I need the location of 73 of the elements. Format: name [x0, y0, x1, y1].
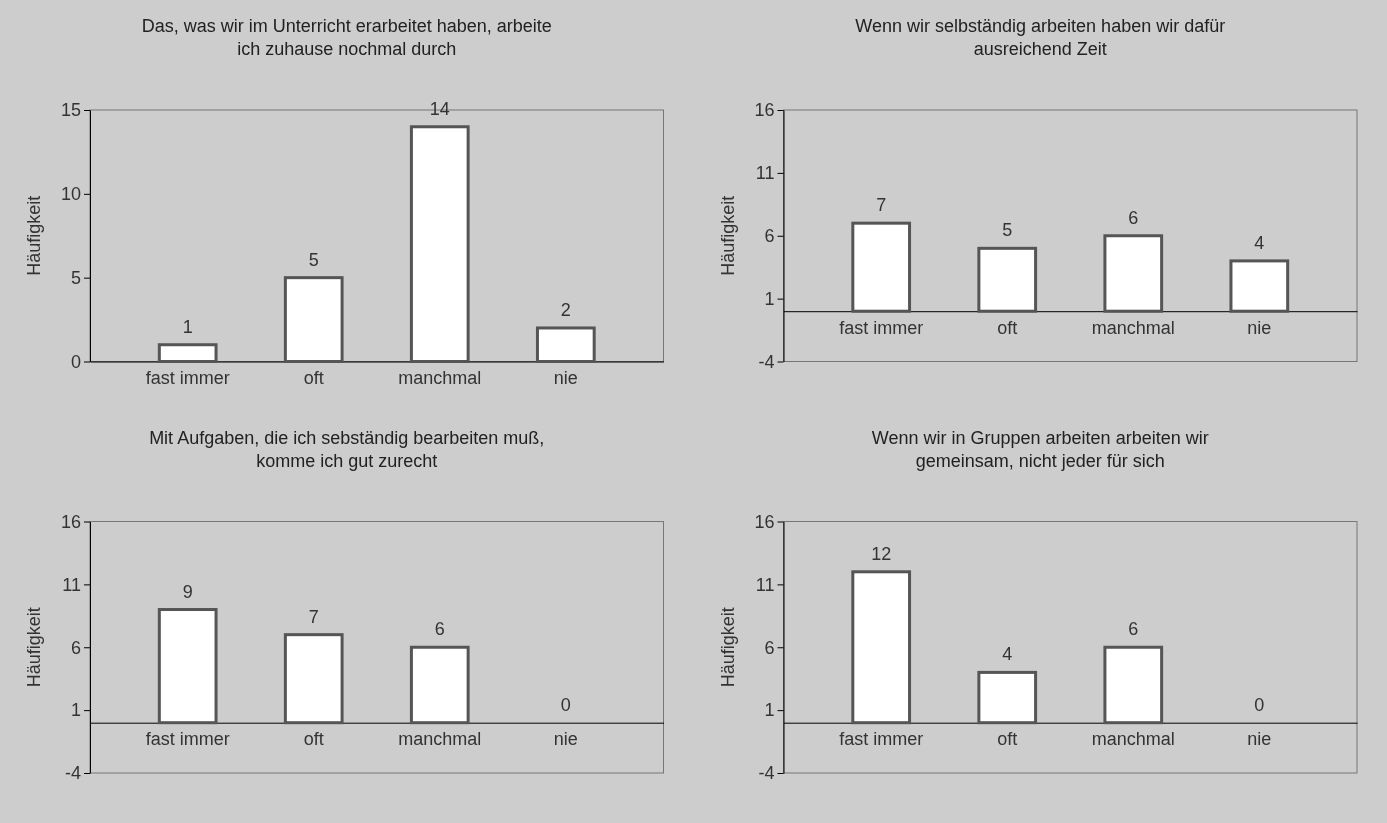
- x-tick-label: fast immer: [839, 318, 924, 338]
- y-tick-label: 1: [764, 700, 775, 721]
- y-tick-label: 5: [70, 267, 81, 288]
- y-tick-label: 1: [764, 288, 775, 309]
- y-tick-label: 11: [62, 574, 81, 595]
- data-label: 5: [1002, 220, 1013, 241]
- y-tick-label: 10: [60, 184, 81, 205]
- bar: [977, 670, 1038, 725]
- y-axis-title: Häufigkeit: [717, 195, 738, 276]
- data-label: 7: [876, 195, 887, 216]
- y-tick-label: -4: [758, 351, 775, 372]
- y-tick-label: 16: [60, 511, 81, 532]
- bar: [409, 125, 470, 363]
- bar: [1229, 259, 1290, 313]
- bar: [1103, 645, 1164, 725]
- y-tick-label: 6: [764, 226, 775, 247]
- chart-title: Wenn wir in Gruppen arbeiten arbeiten wir gemeinsam, nicht jeder für sich: [871, 427, 1209, 471]
- chart-title: Wenn wir selbständig arbeiten haben wir dafür ausreichend Zeit: [855, 16, 1226, 60]
- x-tick-label: nie: [553, 729, 578, 750]
- data-label: 4: [1002, 644, 1013, 665]
- data-label: 0: [1254, 694, 1265, 715]
- bar: [1103, 234, 1164, 313]
- bar: [851, 221, 912, 313]
- x-tick-label: nie: [1247, 729, 1272, 750]
- x-tick-label: nie: [1247, 318, 1272, 338]
- y-axis-title: Häufigkeit: [717, 607, 738, 688]
- y-tick-label: -4: [758, 763, 775, 784]
- bar: [409, 645, 470, 725]
- data-label: 2: [560, 299, 571, 320]
- y-tick-label: 0: [70, 351, 81, 372]
- bar: [283, 633, 344, 725]
- x-tick-label: oft: [997, 318, 1018, 338]
- y-axis-title: Häufigkeit: [24, 607, 44, 688]
- bar: [977, 246, 1038, 313]
- chart-title: Das, was wir im Unterricht erarbeitet haben, arbeite ich zuhause nochmal durch: [141, 16, 552, 60]
- bar: [535, 326, 596, 363]
- y-tick-label: 11: [755, 574, 775, 595]
- data-label: 1: [182, 316, 193, 337]
- y-axis-title: Häufigkeit: [24, 195, 44, 276]
- x-tick-label: fast immer: [145, 729, 230, 750]
- x-tick-label: oft: [997, 729, 1018, 750]
- y-tick-label: 15: [60, 100, 81, 121]
- y-tick-label: 11: [755, 163, 775, 184]
- bar: [283, 276, 344, 363]
- y-tick-label: 16: [754, 511, 775, 532]
- data-label: 9: [182, 581, 193, 602]
- data-label: 4: [1254, 232, 1265, 253]
- x-tick-label: manchmal: [1091, 318, 1175, 338]
- data-label: 12: [871, 543, 892, 564]
- x-tick-label: oft: [303, 729, 324, 750]
- x-tick-label: manchmal: [398, 729, 482, 750]
- data-label: 14: [429, 98, 450, 119]
- data-label: 5: [308, 249, 319, 270]
- x-tick-label: fast immer: [145, 368, 230, 389]
- y-tick-label: -4: [64, 763, 81, 784]
- x-tick-label: manchmal: [398, 368, 482, 389]
- bar: [157, 608, 218, 725]
- data-label: 6: [1128, 619, 1139, 640]
- data-label: 6: [1128, 207, 1139, 228]
- y-tick-label: 16: [754, 100, 775, 121]
- x-tick-label: fast immer: [839, 729, 924, 750]
- data-label: 0: [560, 694, 571, 715]
- y-tick-label: 6: [70, 637, 81, 658]
- data-label: 6: [434, 619, 445, 640]
- x-tick-label: nie: [553, 368, 578, 389]
- bar: [851, 570, 912, 725]
- x-tick-label: oft: [303, 368, 324, 389]
- bar: [157, 343, 218, 363]
- x-tick-label: manchmal: [1091, 729, 1175, 750]
- chart-title: Mit Aufgaben, die ich sebständig bearbeiten muß, komme ich gut zurecht: [149, 427, 545, 471]
- y-tick-label: 6: [764, 637, 775, 658]
- data-label: 7: [308, 606, 319, 627]
- y-tick-label: 1: [70, 700, 81, 721]
